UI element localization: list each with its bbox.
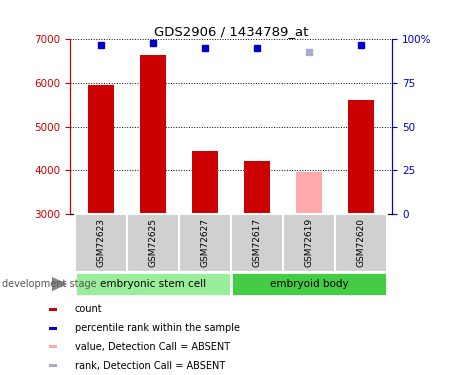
Text: count: count	[75, 304, 102, 314]
Text: embryonic stem cell: embryonic stem cell	[100, 279, 206, 289]
Bar	[335, 214, 387, 272]
Bar	[127, 214, 179, 272]
Bar	[231, 214, 283, 272]
Bar	[75, 272, 231, 296]
Bar	[283, 214, 335, 272]
Text: GSM72623: GSM72623	[97, 218, 106, 267]
Polygon shape	[52, 277, 68, 291]
Bar	[140, 55, 166, 214]
Bar	[75, 214, 127, 272]
Bar	[49, 327, 57, 330]
Title: GDS2906 / 1434789_at: GDS2906 / 1434789_at	[154, 25, 308, 38]
Text: percentile rank within the sample: percentile rank within the sample	[75, 323, 240, 333]
Bar	[244, 161, 270, 214]
Text: GSM72620: GSM72620	[357, 218, 366, 267]
Text: GSM72617: GSM72617	[253, 218, 262, 267]
Bar	[179, 214, 231, 272]
Bar	[348, 99, 374, 214]
Text: embryoid body: embryoid body	[270, 279, 349, 289]
Text: GSM72625: GSM72625	[149, 218, 157, 267]
Text: rank, Detection Call = ABSENT: rank, Detection Call = ABSENT	[75, 361, 225, 370]
Text: GSM72619: GSM72619	[305, 218, 313, 267]
Bar	[192, 150, 218, 214]
Bar	[231, 272, 387, 296]
Bar	[49, 308, 57, 311]
Text: value, Detection Call = ABSENT: value, Detection Call = ABSENT	[75, 342, 230, 352]
Bar	[296, 172, 322, 214]
Text: GSM72627: GSM72627	[201, 218, 210, 267]
Text: development stage: development stage	[2, 279, 97, 289]
Bar	[49, 364, 57, 367]
Bar	[88, 85, 114, 214]
Bar	[49, 345, 57, 348]
